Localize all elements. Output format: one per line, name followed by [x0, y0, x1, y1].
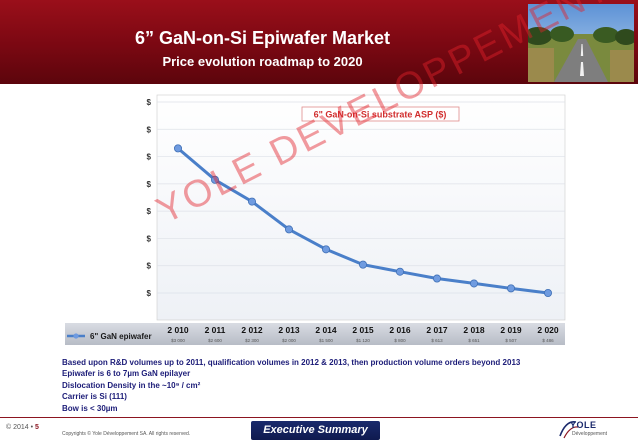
x-tick-label: 2 010	[167, 325, 189, 335]
y-tick-label: $	[147, 207, 152, 216]
x-axis-ticks: 2 010 2 011 2 012 2 013 2 014 2 015 2 016 2 017…	[167, 325, 559, 335]
data-point	[210, 175, 219, 184]
page-number: 5	[35, 424, 39, 431]
x-tick-label: 2 014	[315, 325, 337, 335]
price-chart: $$$$$$$$ 6" GaN-on-Si substrate ASP ($) …	[65, 94, 566, 345]
data-point	[284, 225, 293, 234]
header-banner: 6” GaN-on-Si Epiwafer Market Price evolu…	[0, 0, 638, 84]
slide-subtitle: Price evolution roadmap to 2020	[162, 54, 363, 69]
table-value: $1 500	[319, 338, 333, 343]
chart-title-box: 6" GaN-on-Si substrate ASP ($)	[301, 106, 460, 122]
copyright-text: Copyrights © Yole Développement SA. All …	[62, 431, 191, 437]
notes-block: Based upon R&D volumes up to 2011, quali…	[62, 357, 520, 414]
table-value: $1 120	[356, 338, 370, 343]
y-tick-label: $	[147, 289, 152, 298]
slide-title: 6” GaN-on-Si Epiwafer Market	[134, 28, 391, 48]
data-point	[358, 260, 367, 269]
note-line: Epiwafer is 6 to 7µm GaN epilayer	[62, 369, 191, 379]
footer-year: © 2014 •	[6, 424, 34, 431]
table-value: $ 800	[394, 338, 406, 343]
legend-label: 6" GaN epiwafer	[90, 332, 152, 341]
footer-divider	[0, 417, 638, 418]
data-point	[395, 267, 404, 276]
footer-page-info: © 2014 • 5	[6, 424, 39, 431]
data-point	[506, 284, 515, 293]
x-tick-label: 2 018	[463, 325, 485, 335]
note-line: Based upon R&D volumes up to 2011, quali…	[62, 358, 521, 367]
legend: 6" GaN epiwafer	[67, 332, 152, 341]
note-line: Carrier is Si (111)	[62, 392, 127, 402]
x-tick-label: 2 017	[426, 325, 448, 335]
y-tick-label: $	[147, 234, 152, 243]
logo-subtext: Développement	[572, 431, 608, 437]
x-tick-label: 2 016	[389, 325, 411, 335]
section-label: Executive Summary	[251, 421, 380, 440]
x-tick-label: 2 013	[278, 325, 300, 335]
legend-marker	[73, 333, 79, 339]
data-point	[469, 279, 478, 288]
table-value: $2 600	[208, 338, 222, 343]
note-line: Bow is < 30µm	[62, 403, 118, 413]
table-value: $ 507	[505, 338, 517, 343]
y-tick-label: $	[147, 98, 152, 107]
road-photo	[528, 4, 634, 82]
data-point	[321, 245, 330, 254]
data-point	[247, 197, 256, 206]
x-tick-label: 2 019	[500, 325, 522, 335]
data-point	[174, 144, 183, 153]
x-tick-label: 2 015	[352, 325, 374, 335]
grid-lines	[157, 101, 565, 294]
y-tick-label: $	[147, 180, 152, 189]
table-value: $2 000	[282, 338, 296, 343]
table-value: $ 613	[431, 338, 443, 343]
table-value: $ 651	[468, 338, 480, 343]
logo-text: YOLE	[570, 420, 597, 430]
chart-title: 6" GaN-on-Si substrate ASP ($)	[314, 110, 447, 120]
data-point	[543, 288, 552, 297]
data-point	[432, 274, 441, 283]
x-tick-label: 2 012	[241, 325, 263, 335]
y-axis-ticks: $ $ $ $ $ $ $ $	[147, 98, 152, 298]
x-tick-label: 2 020	[537, 325, 559, 335]
y-tick-label: $	[147, 262, 152, 271]
yole-logo-icon	[559, 420, 579, 439]
table-value: $2 300	[245, 338, 259, 343]
table-values: $3 000 $2 600 $2 300 $2 000 $1 500 $1 120 $ 80…	[171, 338, 554, 343]
series-points	[174, 144, 552, 297]
x-tick-label: 2 011	[205, 325, 226, 335]
table-value: $3 000	[171, 338, 185, 343]
table-row-header	[65, 323, 565, 345]
y-tick-label: $	[147, 125, 152, 134]
plot-area	[156, 94, 566, 321]
table-value: $ 486	[542, 338, 554, 343]
note-line: Dislocation Density in the ~10⁹ / cm²	[62, 380, 201, 390]
y-tick-label: $	[147, 153, 152, 162]
